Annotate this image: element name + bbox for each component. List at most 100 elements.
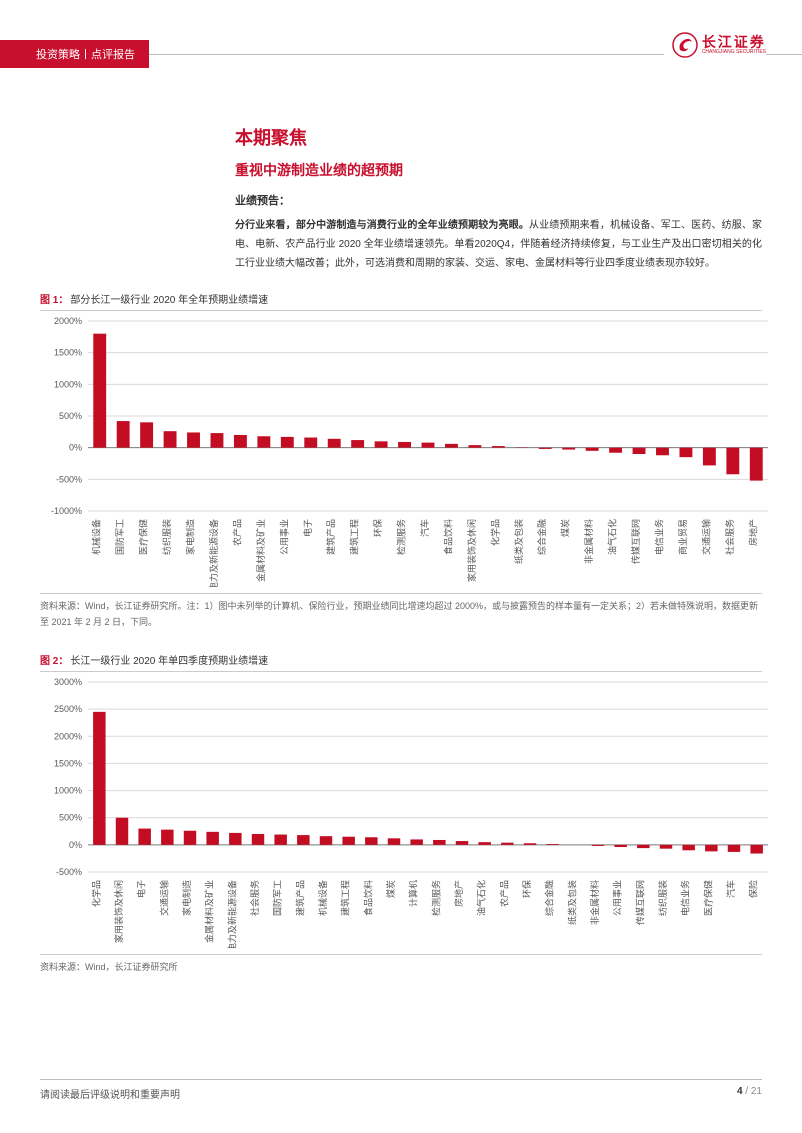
figure-2: 图 2：长江一级行业 2020 年单四季度预期业绩增速 -500%0%500%1… — [40, 652, 762, 975]
bar — [562, 448, 575, 450]
svg-text:电信业务: 电信业务 — [653, 519, 664, 555]
svg-text:机械设备: 机械设备 — [91, 519, 102, 555]
bar — [116, 818, 128, 845]
svg-text:检测服务: 检测服务 — [396, 519, 407, 555]
body-text: 分行业来看，部分中游制造与消费行业的全年业绩预期较为亮眼。从业绩预期来看，机械设… — [235, 216, 762, 273]
svg-text:油气石化: 油气石化 — [476, 880, 487, 916]
bar — [161, 830, 173, 845]
section-label: 业绩预告： — [235, 192, 762, 208]
svg-text:煤炭: 煤炭 — [385, 880, 396, 898]
header-category: 投资策略丨点评报告 — [0, 40, 149, 68]
svg-text:建筑工程: 建筑工程 — [340, 880, 351, 916]
bar — [297, 835, 309, 845]
svg-text:-500%: -500% — [56, 474, 82, 484]
footer-page: 4 / 21 — [737, 1086, 762, 1101]
bar — [211, 433, 224, 448]
svg-text:食品饮料: 食品饮料 — [362, 880, 373, 916]
bar — [184, 831, 196, 845]
page: 投资策略丨点评报告 长江证券 CHANGJIANG SECURITIES 本期聚… — [0, 0, 802, 1133]
figure-1-source: 资料来源：Wind，长江证券研究所。注：1）图中未列举的计算机、保险行业，预期业… — [40, 593, 762, 630]
logo: 长江证券 CHANGJIANG SECURITIES — [664, 32, 766, 58]
focus-block: 本期聚焦 重视中游制造业绩的超预期 业绩预告： 分行业来看，部分中游制造与消费行… — [235, 124, 762, 273]
bar — [539, 448, 552, 449]
bar — [138, 829, 150, 845]
bar — [633, 448, 646, 454]
svg-text:纺织服装: 纺织服装 — [161, 519, 172, 555]
bar — [728, 845, 740, 852]
svg-text:公用事业: 公用事业 — [278, 519, 289, 555]
svg-text:化学品: 化学品 — [489, 519, 500, 546]
figure-2-label: 图 2： — [40, 656, 68, 667]
chart-1-wrap: -1000%-500%0%500%1000%1500%2000%机械设备国防军工… — [40, 317, 760, 587]
bar — [609, 448, 622, 453]
svg-text:家电制造: 家电制造 — [185, 519, 196, 555]
figure-2-source: 资料来源：Wind，长江证券研究所 — [40, 954, 762, 975]
bar — [478, 843, 490, 846]
footer-disclaimer: 请阅读最后评级说明和重要声明 — [40, 1086, 180, 1101]
bar — [750, 845, 762, 854]
svg-text:家电制造: 家电制造 — [181, 880, 192, 916]
svg-text:1000%: 1000% — [54, 786, 82, 796]
svg-text:0%: 0% — [69, 840, 82, 850]
bar — [187, 432, 200, 447]
bar — [365, 838, 377, 846]
bar — [468, 445, 481, 448]
bar — [726, 448, 739, 475]
bar — [501, 843, 513, 845]
bar — [164, 431, 177, 447]
bar — [546, 844, 558, 845]
svg-text:1500%: 1500% — [54, 348, 82, 358]
svg-text:2500%: 2500% — [54, 705, 82, 715]
bar — [375, 441, 388, 447]
svg-text:房地产: 房地产 — [453, 880, 464, 907]
svg-text:社会服务: 社会服务 — [249, 880, 260, 916]
svg-text:检测服务: 检测服务 — [430, 880, 441, 916]
svg-text:传媒互联网: 传媒互联网 — [634, 880, 645, 925]
dragon-logo-icon — [672, 32, 698, 58]
svg-text:建筑产品: 建筑产品 — [325, 519, 336, 555]
svg-text:电子: 电子 — [136, 880, 147, 898]
bar — [351, 440, 364, 448]
bar — [117, 421, 130, 448]
bar — [398, 442, 411, 448]
bar — [656, 448, 669, 456]
bar — [257, 436, 270, 447]
svg-text:农产品: 农产品 — [231, 519, 242, 546]
svg-text:环保: 环保 — [372, 519, 383, 537]
svg-text:500%: 500% — [59, 411, 82, 421]
svg-text:油气石化: 油气石化 — [607, 519, 618, 555]
content-area: 本期聚焦 重视中游制造业绩的超预期 业绩预告： 分行业来看，部分中游制造与消费行… — [40, 124, 762, 976]
svg-text:1500%: 1500% — [54, 759, 82, 769]
svg-text:综合金融: 综合金融 — [544, 880, 555, 916]
bar — [682, 845, 694, 850]
bar — [705, 845, 717, 852]
bar — [433, 840, 445, 845]
svg-text:化学品: 化学品 — [90, 880, 101, 907]
svg-text:0%: 0% — [69, 443, 82, 453]
bar — [93, 334, 106, 448]
svg-text:纺织服装: 纺织服装 — [657, 880, 668, 916]
bar — [388, 839, 400, 846]
bar — [410, 840, 422, 845]
bar — [229, 833, 241, 845]
svg-text:国防军工: 国防军工 — [114, 519, 125, 555]
svg-text:食品饮料: 食品饮料 — [442, 519, 453, 555]
logo-sub-text: CHANGJIANG SECURITIES — [702, 49, 766, 55]
logo-text-wrap: 长江证券 CHANGJIANG SECURITIES — [702, 35, 766, 55]
figure-1-label: 图 1： — [40, 295, 68, 306]
svg-text:2000%: 2000% — [54, 317, 82, 326]
focus-title: 本期聚焦 — [235, 124, 762, 150]
svg-text:电子: 电子 — [302, 519, 313, 537]
page-sep: / — [743, 1086, 751, 1097]
svg-text:电信业务: 电信业务 — [680, 880, 691, 916]
bar — [304, 438, 317, 448]
bar — [614, 845, 626, 847]
svg-text:500%: 500% — [59, 813, 82, 823]
bar — [679, 448, 692, 458]
bar — [320, 837, 332, 846]
svg-text:农产品: 农产品 — [498, 880, 509, 907]
bar — [492, 446, 505, 448]
svg-text:-1000%: -1000% — [51, 506, 82, 516]
svg-text:传媒互联网: 传媒互联网 — [630, 519, 641, 564]
focus-subtitle: 重视中游制造业绩的超预期 — [235, 160, 762, 180]
